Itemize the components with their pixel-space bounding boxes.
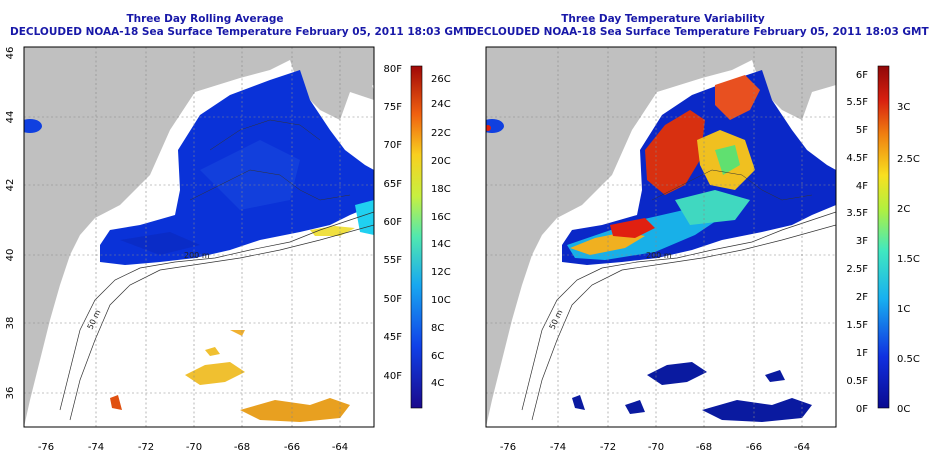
lon-label: -66 [284,442,300,453]
lon-label: -64 [332,442,348,453]
colorbar-label-c: 26C [431,74,451,85]
warm-water-patch [185,362,245,385]
colorbar-label-c: 0C [897,404,910,415]
colorbar-label-f: 0F [856,404,868,415]
colorbar-label-c: 22C [431,128,451,139]
panel-subtitle-var: DECLOUDED NOAA-18 Sea Surface Temperatur… [468,26,929,38]
lon-label: -70 [648,442,664,453]
lon-label: -76 [500,442,516,453]
colorbar-label-f: 80F [384,64,403,75]
colorbar-label-c: 24C [431,99,451,110]
colorbar-label-f: 0.5F [846,376,868,387]
lat-label: 44 [5,111,16,124]
lat-label: 44 [475,111,478,124]
colorbar-label-f: 5.5F [846,97,868,108]
lon-label: -76 [38,442,54,453]
contour-label: 200 m [184,251,210,260]
lat-label: 36 [5,387,16,400]
colorbar-label-f: 5F [856,125,868,136]
lon-label: -68 [696,442,712,453]
colorbar-label-c: 0.5C [897,354,920,365]
colorbar-label-f: 3.5F [846,208,868,219]
colorbar-label-f: 40F [384,371,403,382]
lon-label: -72 [138,442,154,453]
colorbar-label-c: 2.5C [897,154,920,165]
colorbar-label-c: 1.5C [897,254,920,265]
panel-subtitle-avg: DECLOUDED NOAA-18 Sea Surface Temperatur… [10,26,471,38]
lat-label: 40 [475,249,478,262]
lat-label: 36 [475,387,478,400]
colorbar-label-c: 18C [431,184,451,195]
colorbar-label-c: 6C [431,351,444,362]
lat-label: 42 [5,179,16,192]
lon-label: -70 [186,442,202,453]
colorbar-label-c: 16C [431,212,451,223]
colorbar-label-f: 3F [856,236,868,247]
lon-label: -68 [234,442,250,453]
colorbar-label-f: 1F [856,348,868,359]
colorbar-label-f: 4.5F [846,153,868,164]
lon-label: -74 [88,442,104,453]
lat-label: 38 [5,317,16,330]
lon-label: -74 [550,442,566,453]
contour-label: 200 m [646,251,672,260]
colorbar-label-f: 60F [384,217,403,228]
colorbar-label-f: 45F [384,332,403,343]
colorbar-var [877,65,890,409]
lon-label: -72 [600,442,616,453]
colorbar-label-f: 50F [384,294,403,305]
lon-label: -66 [746,442,762,453]
lat-label: 38 [475,317,478,330]
panel-title-var: Three Day Temperature Variability [561,13,765,25]
lat-label: 46 [475,47,478,60]
colorbar-label-c: 2C [897,204,910,215]
sst-variability-map: 200 m 50 m 46 44 42 40 38 36 -76 -74 -72… [475,46,920,453]
colorbar-label-c: 4C [431,378,444,389]
land-area [24,47,374,427]
high-variability-area [645,110,705,195]
panel-title-avg: Three Day Rolling Average [126,13,284,25]
colorbar-label-f: 65F [384,179,403,190]
low-variability-area [562,70,836,265]
colorbar-label-c: 10C [431,295,451,306]
colorbar-label-c: 14C [431,239,451,250]
colorbar-label-f: 2.5F [846,264,868,275]
colorbar-label-c: 8C [431,323,444,334]
lat-label: 46 [5,47,16,60]
colorbar-label-f: 2F [856,292,868,303]
colorbar-label-c: 1C [897,304,910,315]
colorbar-label-f: 4F [856,181,868,192]
sst-average-map: 200 m 50 m 46 44 42 40 38 36 -76 -74 -72… [5,46,451,453]
land-area [486,47,836,427]
colorbar-label-c: 12C [431,267,451,278]
lat-label: 42 [475,179,478,192]
colorbar-label-f: 6F [856,70,868,81]
colorbar-label-c: 20C [431,156,451,167]
colorbar-avg [410,65,423,409]
lat-label: 40 [5,249,16,262]
colorbar-label-f: 70F [384,140,403,151]
lon-label: -64 [794,442,810,453]
colorbar-label-f: 55F [384,255,403,266]
colorbar-label-c: 3C [897,102,910,113]
colorbar-label-f: 1.5F [846,320,868,331]
colorbar-label-f: 75F [384,102,403,113]
